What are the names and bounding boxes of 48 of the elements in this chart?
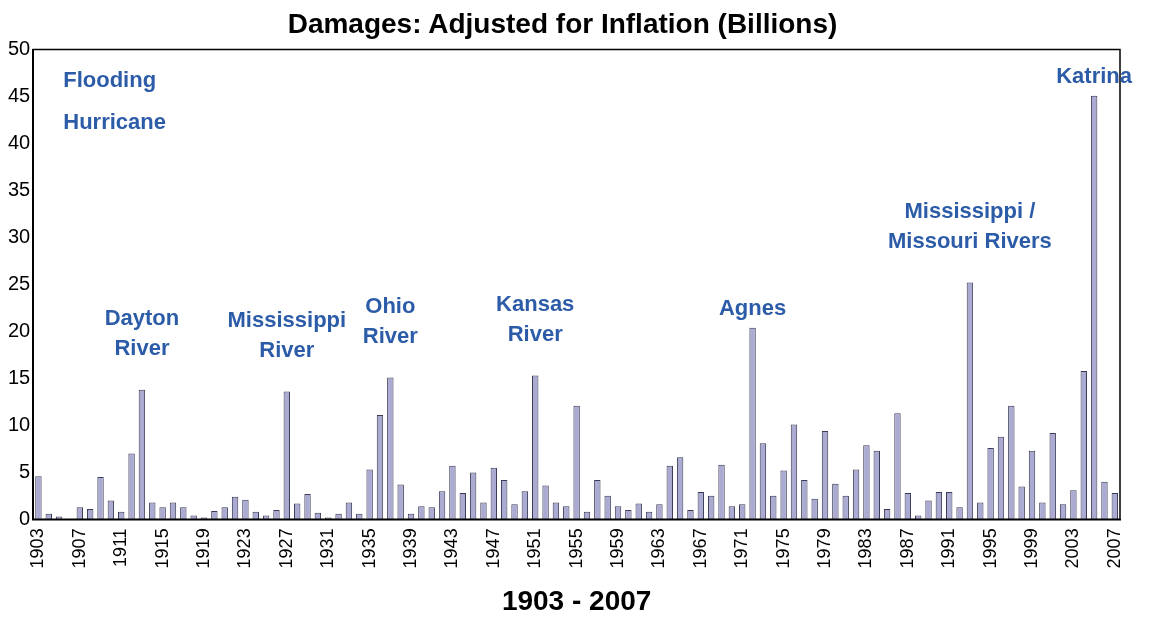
annotation: Mississippi River (227, 306, 347, 362)
x-tick-label: 1939 (399, 528, 420, 569)
x-tick-label: 1991 (938, 528, 959, 569)
x-axis-title: 1903 - 2007 (501, 584, 652, 616)
x-tick-label: 1907 (68, 528, 89, 569)
y-tick-label: 20 (8, 318, 31, 341)
x-tick-label: 1951 (524, 528, 545, 569)
x-tick-label: 1919 (192, 528, 213, 569)
x-tick-label: 1955 (565, 528, 586, 569)
x-tick-label: 1915 (151, 528, 172, 569)
y-tick-label: 10 (8, 412, 31, 435)
x-tick-label: 1999 (1020, 528, 1041, 569)
x-tick-label: 1923 (234, 528, 255, 569)
x-tick-label: 1903 (27, 528, 48, 569)
x-tick-label: 1959 (606, 528, 627, 569)
x-tick-label: 1995 (979, 528, 1000, 569)
annotation: Kansas River (496, 290, 575, 346)
x-tick-label: 2007 (1103, 528, 1124, 569)
x-tick-label: 1947 (482, 528, 503, 569)
x-tick-label: 1979 (813, 528, 834, 569)
y-tick-label: 5 (19, 459, 31, 482)
y-tick-label: 35 (8, 178, 31, 201)
annotation: Hurricane (63, 108, 166, 134)
annotation: Ohio River (362, 292, 419, 348)
annotation: Dayton River (104, 304, 180, 360)
y-tick-label: 40 (8, 131, 31, 154)
x-tick-label: 1911 (110, 528, 131, 568)
x-tick-label: 1935 (358, 528, 379, 569)
y-tick-label: 0 (19, 506, 31, 529)
x-tick-label: 1975 (772, 528, 793, 569)
x-tick-label: 1963 (648, 528, 669, 569)
y-tick-label: 30 (8, 225, 31, 248)
x-tick-label: 1987 (896, 528, 917, 569)
annotation: Flooding (63, 66, 157, 92)
y-tick-label: 25 (8, 271, 31, 294)
y-tick-label: 45 (8, 84, 31, 107)
x-tick-label: 1983 (855, 528, 876, 569)
y-tick-label: 50 (8, 37, 31, 60)
x-tick-label: 1967 (689, 528, 710, 569)
chart-title: Damages: Adjusted for Inflation (Billions) (287, 7, 838, 39)
y-tick-label: 15 (8, 365, 31, 388)
x-tick-label: 1943 (441, 528, 462, 569)
x-tick-label: 2003 (1062, 528, 1083, 569)
annotation: Mississippi / Missouri Rivers (888, 197, 1052, 253)
x-tick-label: 1931 (317, 528, 338, 569)
x-tick-label: 1971 (731, 528, 752, 569)
x-tick-label: 1927 (275, 528, 296, 569)
annotation: Agnes (718, 294, 787, 320)
